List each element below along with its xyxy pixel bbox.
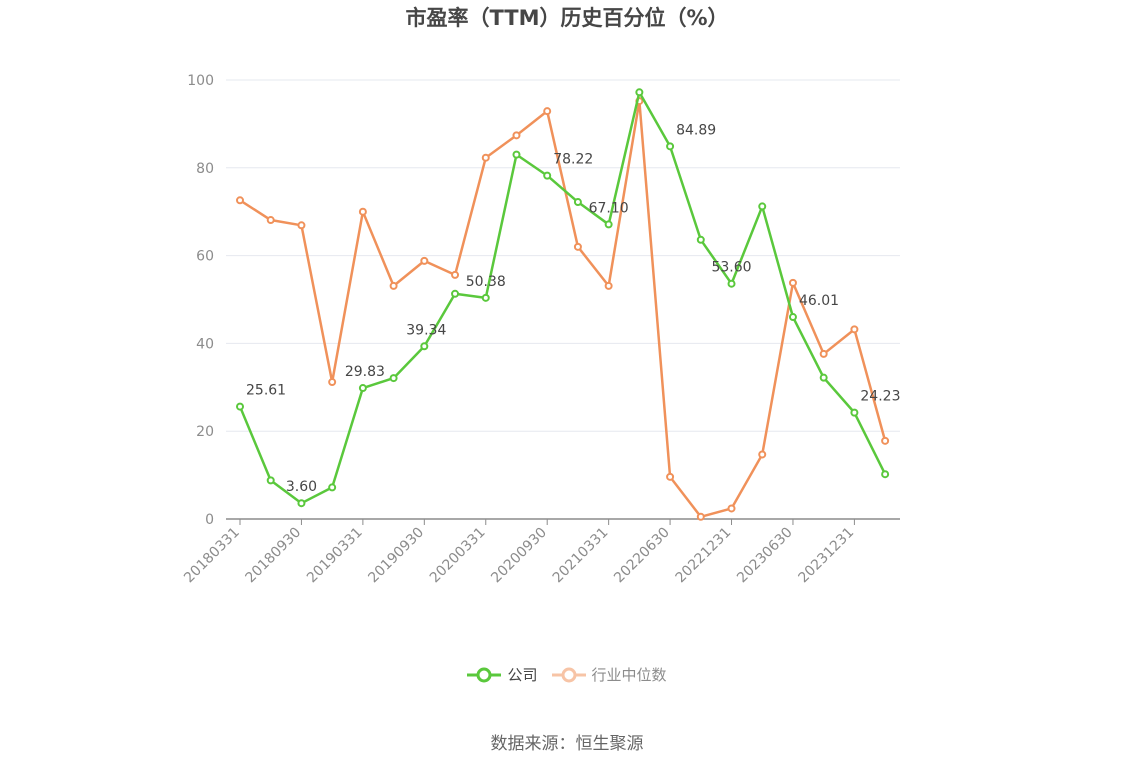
point-industry[interactable]: [850, 325, 859, 334]
point-industry[interactable]: [512, 131, 521, 140]
legend-item-industry[interactable]: 行业中位数: [551, 664, 667, 685]
point-industry[interactable]: [788, 278, 797, 287]
point-industry[interactable]: [358, 207, 367, 216]
y-tick-label: 100: [187, 73, 214, 89]
point-industry[interactable]: [666, 472, 675, 481]
point-company[interactable]: [451, 289, 460, 298]
x-tick-label: 20190930: [365, 525, 427, 587]
point-company[interactable]: [266, 476, 275, 485]
data-label: 25.61: [246, 383, 286, 399]
point-company[interactable]: [236, 402, 244, 411]
x-tick-label: 20180930: [243, 525, 305, 587]
point-industry[interactable]: [696, 512, 705, 521]
point-company[interactable]: [666, 142, 675, 151]
point-industry[interactable]: [604, 281, 613, 290]
point-company[interactable]: [481, 293, 490, 302]
data-label: 29.83: [345, 364, 385, 380]
point-industry[interactable]: [389, 281, 398, 290]
point-company[interactable]: [696, 235, 705, 244]
legend: 公司 行业中位数: [0, 664, 1134, 685]
x-tick-label: 20231231: [796, 525, 858, 587]
point-company[interactable]: [635, 88, 644, 97]
point-industry[interactable]: [543, 107, 552, 116]
point-industry[interactable]: [451, 270, 460, 279]
series-line-company: [238, 91, 887, 505]
point-industry[interactable]: [819, 349, 828, 358]
point-company[interactable]: [758, 202, 767, 211]
legend-company-label: 公司: [507, 666, 538, 684]
y-tick-label: 80: [196, 161, 214, 177]
point-industry[interactable]: [236, 196, 244, 205]
data-label: 84.89: [676, 122, 716, 138]
point-company[interactable]: [297, 499, 306, 508]
point-industry[interactable]: [573, 242, 582, 251]
data-label: 3.60: [286, 479, 317, 495]
point-industry[interactable]: [420, 256, 429, 265]
y-tick-label: 20: [196, 424, 214, 440]
point-industry[interactable]: [881, 436, 890, 445]
data-label: 50.38: [466, 274, 506, 290]
point-company[interactable]: [389, 374, 398, 383]
point-company[interactable]: [358, 384, 367, 393]
legend-company-marker-icon: [467, 667, 502, 682]
point-company[interactable]: [727, 279, 736, 288]
point-company[interactable]: [328, 483, 337, 492]
point-industry[interactable]: [297, 221, 306, 230]
point-company[interactable]: [788, 313, 797, 322]
legend-industry-marker-icon: [551, 667, 586, 682]
x-tick-label: 20221231: [673, 525, 735, 587]
legend-industry-label: 行业中位数: [591, 666, 667, 684]
axes: 0 20 40 60 80 100 20180331 20180930 20190331 2019…: [181, 73, 900, 586]
point-industry[interactable]: [328, 378, 337, 387]
point-company[interactable]: [604, 220, 613, 229]
x-tick-label: 20220630: [611, 525, 673, 587]
point-company[interactable]: [512, 150, 521, 159]
y-tick-label: 40: [196, 336, 214, 352]
point-company[interactable]: [573, 198, 582, 207]
x-tick-label: 20200930: [488, 525, 550, 587]
x-tick-label: 20200331: [427, 525, 489, 587]
x-tick-label: 20230630: [734, 525, 796, 587]
grid-lines: [226, 79, 900, 432]
data-source: 数据来源：恒生聚源: [490, 734, 644, 754]
data-labels: 25.61 3.60 29.83 39.34 50.38 78.22 67.10 84.89 5…: [246, 122, 900, 495]
x-tick-label: 20180331: [181, 525, 243, 587]
x-tick-label: 20190331: [304, 525, 366, 587]
point-industry[interactable]: [481, 153, 490, 162]
y-tick-label: 60: [196, 249, 214, 265]
data-label: 24.23: [860, 389, 900, 405]
point-company[interactable]: [420, 342, 429, 351]
data-label: 53.60: [711, 260, 751, 276]
point-industry[interactable]: [758, 450, 767, 459]
data-label: 39.34: [406, 322, 446, 338]
point-industry[interactable]: [266, 216, 275, 225]
y-tick-label: 0: [205, 512, 214, 528]
legend-item-company[interactable]: 公司: [467, 664, 538, 685]
data-label: 46.01: [799, 293, 839, 309]
point-company[interactable]: [543, 171, 552, 180]
series-line-industry: [239, 99, 887, 519]
point-industry[interactable]: [727, 504, 736, 513]
point-company[interactable]: [850, 408, 859, 417]
chart-title: 市盈率（TTM）历史百分位（%）: [405, 6, 729, 30]
data-label: 78.22: [553, 152, 593, 168]
x-tick-label: 20210331: [550, 525, 612, 587]
point-company[interactable]: [819, 373, 828, 382]
series-layer: [236, 88, 890, 521]
point-company[interactable]: [881, 470, 890, 479]
data-label: 67.10: [589, 200, 629, 216]
